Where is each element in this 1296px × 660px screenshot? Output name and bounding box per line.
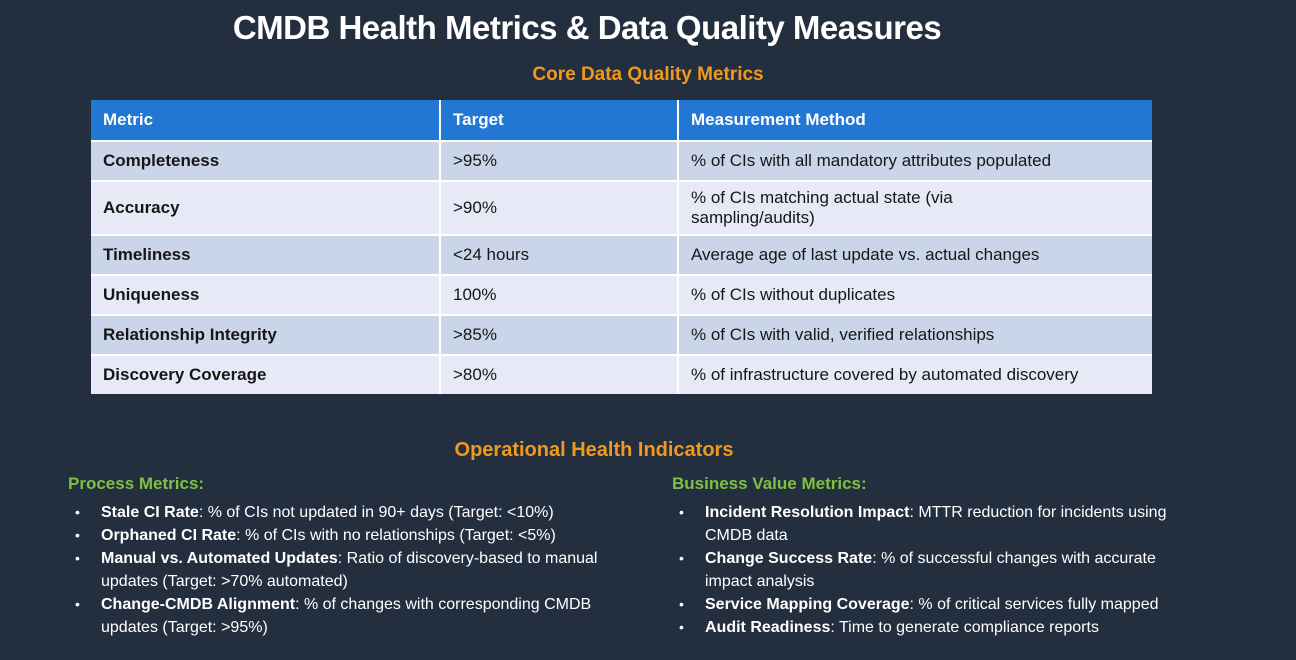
table-header-target: Target [441,100,677,140]
list-item: • Service Mapping Coverage: % of critica… [672,593,1204,616]
list-item: • Orphaned CI Rate: % of CIs with no rel… [68,524,638,547]
metric-term: Service Mapping Coverage [705,596,910,613]
table-cell-metric: Discovery Coverage [91,356,439,394]
business-value-list: • Incident Resolution Impact: MTTR reduc… [672,501,1204,639]
table-cell-target: >85% [441,316,677,354]
process-metrics-heading: Process Metrics: [68,474,205,493]
bullet-icon: • [75,504,80,520]
metric-desc: : % of CIs with no relationships (Target… [236,527,556,544]
table-header-metric: Metric [91,100,439,140]
core-metrics-heading: Core Data Quality Metrics [532,64,764,85]
table-cell-target: <24 hours [441,236,677,274]
metric-term: Stale CI Rate [101,504,199,521]
process-metrics-list: • Stale CI Rate: % of CIs not updated in… [68,501,638,639]
bullet-icon: • [679,550,684,566]
metric-term: Orphaned CI Rate [101,527,237,544]
bullet-icon: • [679,504,684,520]
metric-term: Audit Readiness [705,619,831,636]
metric-term: Change-CMDB Alignment [101,596,296,613]
metric-desc: : Time to generate compliance reports [830,619,1099,636]
table-header-method: Measurement Method [679,100,1152,140]
core-metrics-table: Metric Target Measurement Method Complet… [91,100,1152,394]
table-cell-method: Average age of last update vs. actual ch… [679,236,1152,274]
operational-indicators-heading: Operational Health Indicators [454,439,734,461]
table-cell-method: % of infrastructure covered by automated… [679,356,1152,394]
table-cell-method: % of CIs with valid, verified relationsh… [679,316,1152,354]
table-cell-target: >80% [441,356,677,394]
list-item: • Stale CI Rate: % of CIs not updated in… [68,501,638,524]
bullet-icon: • [75,550,80,566]
metric-desc: : % of CIs not updated in 90+ days (Targ… [198,504,554,521]
table-cell-metric: Uniqueness [91,276,439,314]
metric-desc: : % of changes with corresponding CMDB u… [101,596,592,636]
metric-desc: : % of critical services fully mapped [909,596,1159,613]
process-metrics-section: Process Metrics: • Stale CI Rate: % of C… [68,474,638,639]
metric-desc: : MTTR reduction for incidents using CMD… [705,504,1167,544]
bullet-icon: • [679,619,684,635]
page-title: CMDB Health Metrics & Data Quality Measu… [232,9,942,46]
list-item: • Change-CMDB Alignment: % of changes wi… [68,593,638,639]
table-cell-target: 100% [441,276,677,314]
table-cell-metric: Timeliness [91,236,439,274]
metric-desc: : Ratio of discovery-based to manual upd… [101,550,598,590]
list-item: • Audit Readiness: Time to generate comp… [672,616,1204,639]
table-cell-target: >90% [441,182,677,234]
table-cell-metric: Accuracy [91,182,439,234]
bullet-icon: • [75,596,80,612]
metric-term: Incident Resolution Impact [705,504,910,521]
table-cell-metric: Relationship Integrity [91,316,439,354]
list-item: • Incident Resolution Impact: MTTR reduc… [672,501,1204,547]
table-cell-method: % of CIs matching actual state (via samp… [679,182,1152,234]
metric-term: Manual vs. Automated Updates [101,550,338,567]
business-value-heading: Business Value Metrics: [672,474,867,493]
bullet-icon: • [679,596,684,612]
list-item: • Change Success Rate: % of successful c… [672,547,1204,593]
table-cell-metric: Completeness [91,142,439,180]
metric-desc: : % of successful changes with accurate … [705,550,1156,590]
table-cell-method: % of CIs with all mandatory attributes p… [679,142,1152,180]
list-item: • Manual vs. Automated Updates: Ratio of… [68,547,638,593]
table-cell-target: >95% [441,142,677,180]
metric-term: Change Success Rate [705,550,873,567]
bullet-icon: • [75,527,80,543]
business-value-section: Business Value Metrics: • Incident Resol… [672,474,1204,639]
table-cell-method: % of CIs without duplicates [679,276,1152,314]
